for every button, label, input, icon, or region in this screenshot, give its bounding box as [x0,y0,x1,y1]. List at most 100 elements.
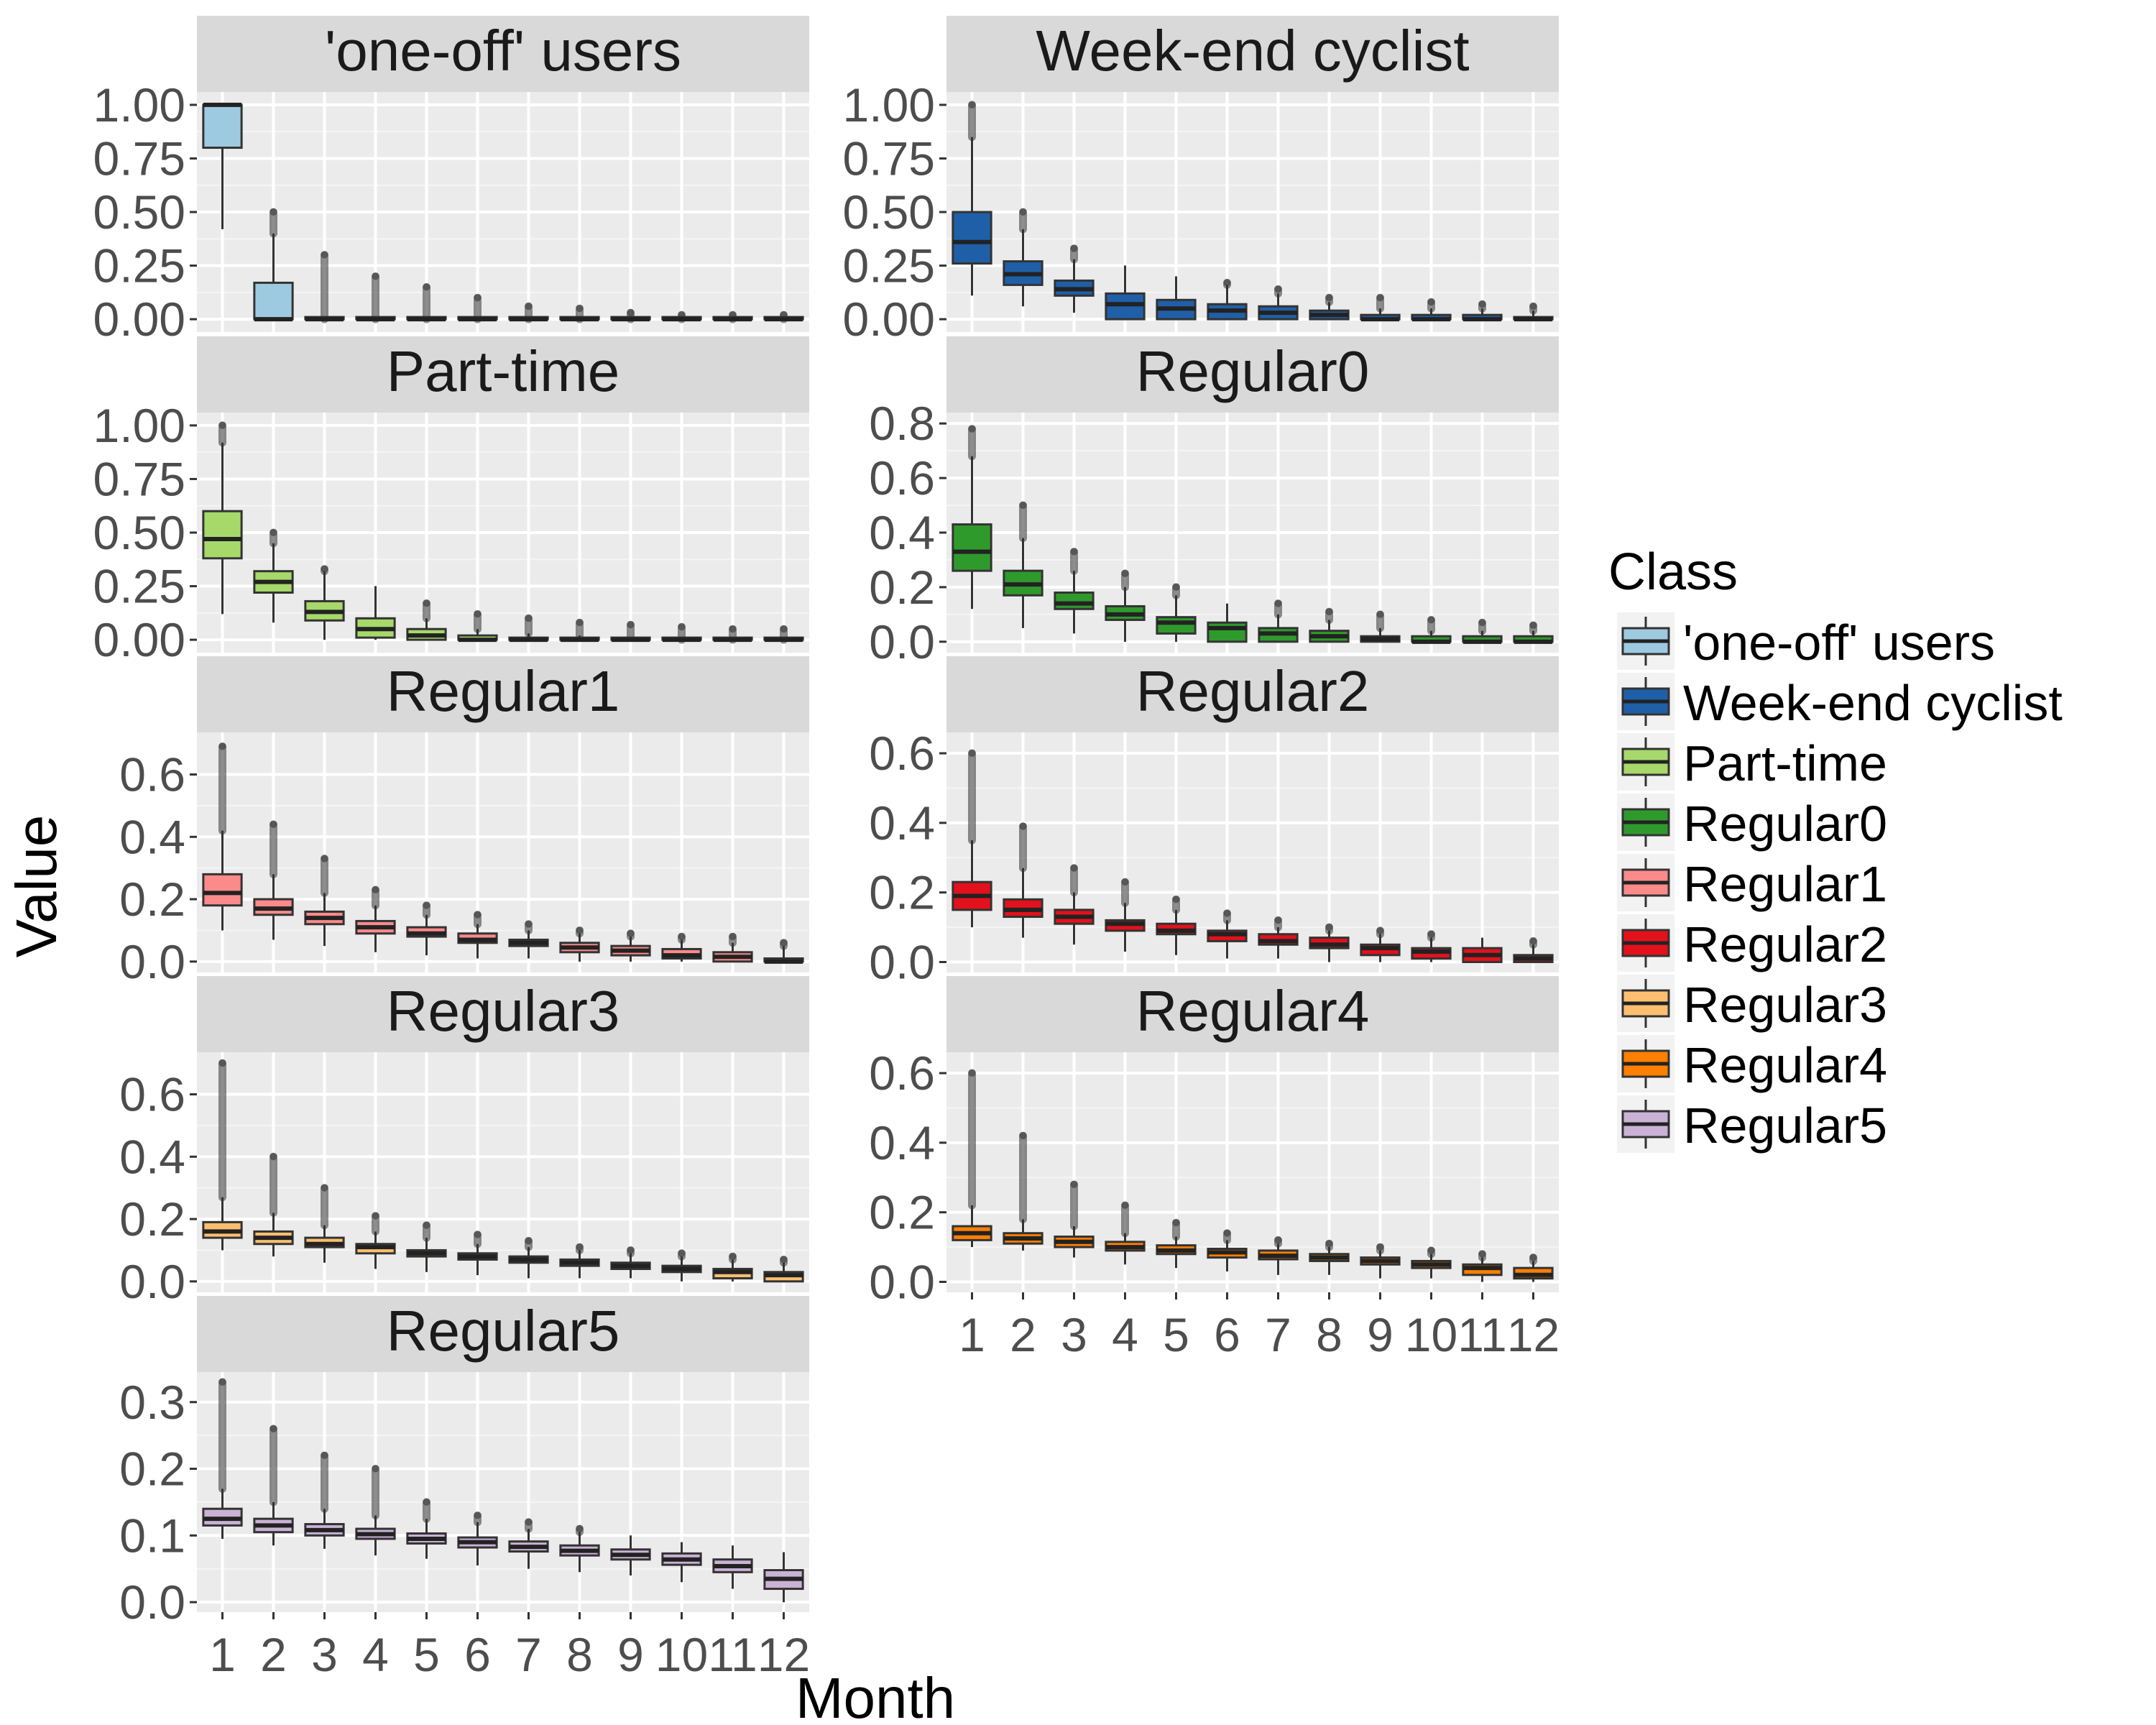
x-tick-label: 8 [566,1628,593,1681]
box-month-11 [712,1545,753,1589]
y-tick-label: 0.2 [119,873,185,926]
y-tick-label: 0.4 [119,810,185,863]
box-month-8 [559,304,600,323]
y-tick-label: 0.0 [119,1255,185,1308]
outlier-max-point [576,619,584,627]
x-tick-label: 12 [757,1628,810,1681]
x-tick-label: 8 [1316,1308,1342,1361]
outlier-max-point [321,1184,328,1192]
x-tick-label: 9 [617,1628,644,1681]
panel-title: Regular2 [1136,659,1370,723]
outlier-max-point [321,1451,328,1459]
outlier-max-point [1325,294,1333,302]
y-tick-label: 0.25 [843,239,935,293]
legend-item-regular5: Regular5 [1617,1095,1887,1154]
box-month-10 [661,1249,702,1282]
y-tick-label: 0.2 [869,866,935,919]
outlier-max-point [1121,878,1129,886]
box-month-3 [1054,244,1095,313]
box-month-12 [763,1552,804,1603]
box-month-5 [406,599,447,641]
panel-strip [197,1296,809,1372]
box-month-3 [304,251,345,323]
outlier-max-point [321,855,328,862]
x-tick-label: 9 [1367,1308,1393,1361]
outlier-max-point [423,1498,430,1506]
x-tick-label: 2 [1010,1308,1036,1361]
box-month-2 [253,528,294,623]
y-tick-label: 0.1 [119,1509,185,1562]
box-month-7 [508,614,549,643]
outlier-max-point [1070,244,1078,252]
panel-regular2: Regular2 0.0 0.2 0.4 0.6 [869,656,1559,988]
box-month-5 [1156,276,1197,321]
outlier-max-point [372,272,379,280]
outlier-max-point [1529,303,1537,310]
outlier-max-point [423,283,430,291]
y-tick-label: 0.00 [93,613,185,666]
box-month-9 [1360,926,1401,962]
panel-title: Regular3 [387,979,620,1043]
outlier-max-point [1427,298,1435,306]
panel-week-end-cyclist: Week-end cyclist 0.000.250.500.751.00 [843,16,1559,346]
outlier-max-point [1529,622,1537,630]
outlier-max-point [1427,1246,1435,1254]
outlier-max-point [525,615,533,622]
y-tick-label: 0.25 [93,560,185,613]
legend-item-regular2: Regular2 [1617,914,1887,972]
box-month-6 [1207,278,1248,321]
legend-item-one-off-users: 'one-off' users [1617,612,1995,671]
box-month-6 [457,1230,498,1276]
outlier-max-point [1172,583,1180,591]
box-month-6 [1207,603,1248,643]
iqr-box [1207,621,1248,643]
outlier-max-point [1223,909,1231,917]
box-month-11 [712,625,753,644]
box-month-5 [406,282,447,323]
box-month-5 [1156,1218,1197,1269]
y-tick-label: 0.4 [119,1130,185,1183]
x-tick-label: 4 [362,1628,389,1681]
outlier-max-point [1274,599,1282,607]
outlier-max-point [525,1237,533,1245]
outlier-max-point [678,623,686,631]
panel-strip [197,336,809,413]
y-tick-label: 0.50 [93,506,185,559]
box-month-9 [610,308,651,323]
panel-title: Regular0 [1136,339,1370,403]
panel-regular3: Regular3 0.0 0.2 0.4 0.6 [119,976,809,1308]
outlier-max-point [1019,208,1027,216]
outlier-max-point [474,1512,482,1519]
outlier-max-point [729,933,737,941]
box-month-11 [1462,618,1503,644]
x-tick-label: 3 [311,1628,338,1681]
box-month-2 [253,208,294,322]
outlier-max-point [780,1256,788,1264]
outlier-max-point [1121,569,1129,577]
box-month-10 [661,932,702,962]
x-tick-label: 10 [1405,1308,1457,1361]
y-tick-label: 0.8 [869,397,935,450]
y-tick-label: 0.50 [843,185,935,239]
panel-strip [946,976,1559,1052]
legend-label: Regular0 [1683,796,1887,852]
box-month-2 [1003,822,1044,938]
box-month-10 [1411,930,1452,962]
outlier-max-point [525,920,533,928]
y-tick-label: 0.6 [869,451,935,505]
x-tick-label: 4 [1112,1308,1138,1361]
outlier-max-point [1478,1250,1486,1258]
y-tick-label: 1.00 [93,399,185,452]
panel-title: Week-end cyclist [1036,19,1469,83]
y-tick-label: 0.6 [119,1068,185,1121]
box-month-6 [1207,909,1248,959]
box-month-2 [253,1425,294,1546]
y-tick-label: 0.00 [93,293,185,346]
panel-strip [197,656,809,732]
panel-strip [197,16,809,92]
outlier-max-point [372,886,379,894]
box-month-12 [1513,302,1554,322]
outlier-max-point [1529,937,1537,945]
